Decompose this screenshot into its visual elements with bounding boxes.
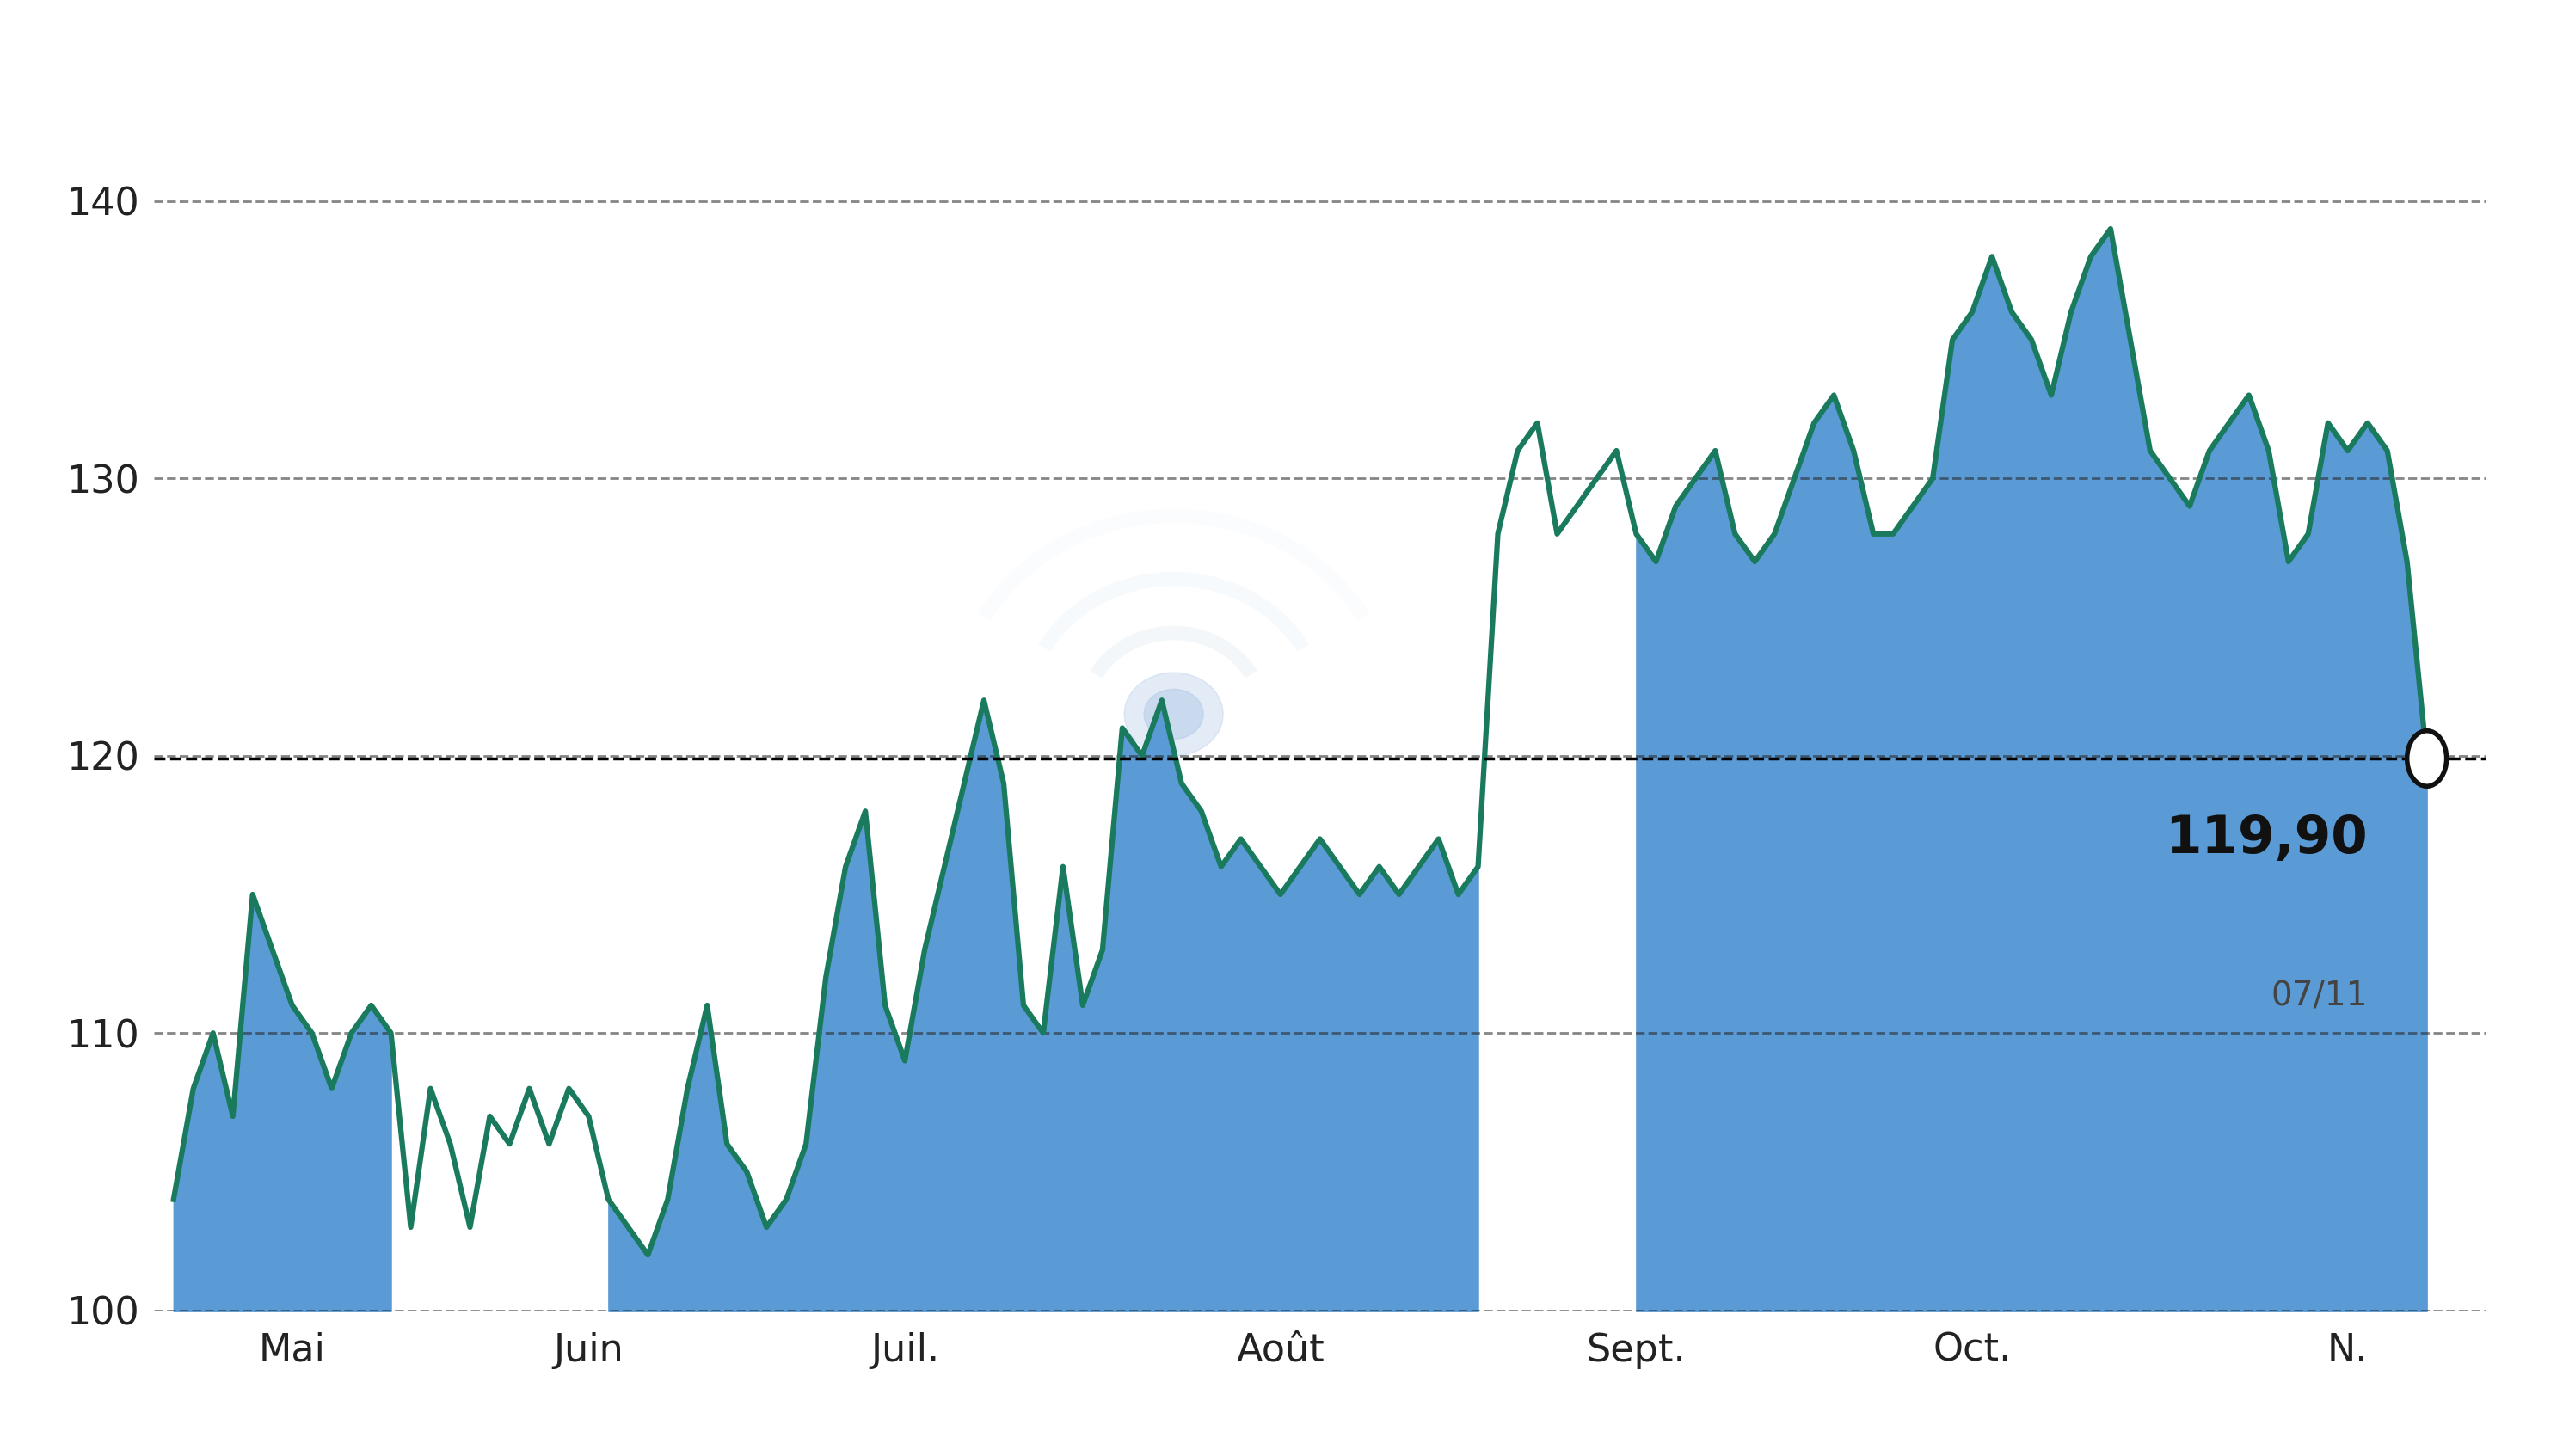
- Text: NEXANS: NEXANS: [1094, 22, 1469, 102]
- Circle shape: [2407, 731, 2448, 786]
- Ellipse shape: [1125, 673, 1223, 756]
- Text: 119,90: 119,90: [2166, 814, 2368, 865]
- Text: 07/11: 07/11: [2271, 980, 2368, 1013]
- Ellipse shape: [1143, 689, 1205, 740]
